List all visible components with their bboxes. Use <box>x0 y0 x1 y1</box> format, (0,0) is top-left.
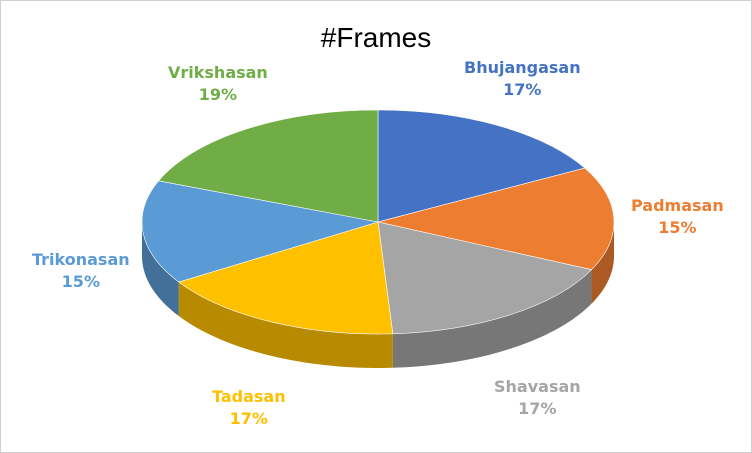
pie-side-padmasan <box>591 222 614 304</box>
label-name: Trikonasan <box>32 250 130 269</box>
label-bhujangasan: Bhujangasan 17% <box>464 57 581 101</box>
pie-side-trikonasan <box>142 222 179 317</box>
pie-slice-vrikshasan <box>158 109 379 223</box>
label-name: Shavasan <box>494 377 581 396</box>
label-value: 15% <box>658 218 697 237</box>
label-value: 19% <box>198 85 238 104</box>
label-tadasan: Tadasan 17% <box>212 386 286 430</box>
pie-side-tadasan <box>178 282 393 368</box>
pie-slice-padmasan <box>377 167 615 271</box>
pie-slice-tadasan <box>178 221 394 335</box>
label-name: Tadasan <box>212 387 286 406</box>
label-value: 17% <box>229 409 268 428</box>
label-name: Vrikshasan <box>168 63 268 82</box>
label-name: Padmasan <box>631 196 724 215</box>
chart-title: #Frames <box>320 22 432 53</box>
label-padmasan: Padmasan 15% <box>631 195 724 239</box>
pie-slice-trikonasan <box>141 180 379 283</box>
label-value: 17% <box>518 399 557 418</box>
pie-slice-bhujangasan <box>377 109 586 223</box>
pie-side-shavasan <box>392 269 592 368</box>
pie-slice-shavasan <box>377 221 593 335</box>
label-vrikshasan: Vrikshasan 19% <box>168 62 268 106</box>
label-trikonasan: Trikonasan 15% <box>32 249 130 293</box>
label-value: 17% <box>503 80 542 99</box>
label-value: 15% <box>61 272 100 291</box>
label-name: Bhujangasan <box>464 58 581 77</box>
label-shavasan: Shavasan 17% <box>494 376 581 420</box>
